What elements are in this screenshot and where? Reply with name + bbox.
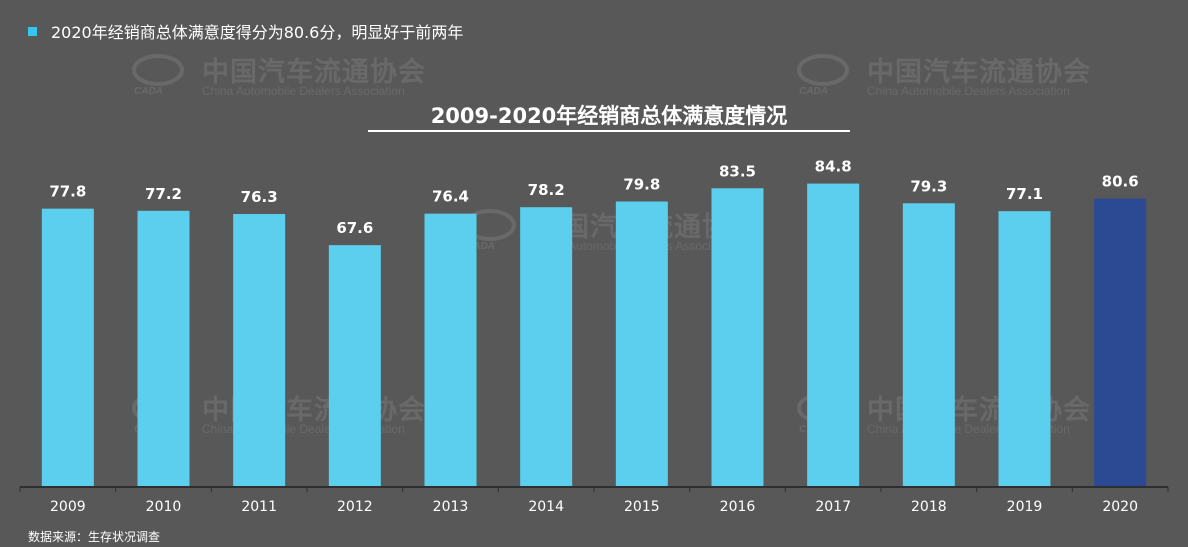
title-underline (368, 130, 850, 132)
cada-logo-icon: CADA (132, 54, 184, 96)
data-label: 78.2 (528, 181, 565, 199)
data-label: 77.2 (145, 185, 182, 203)
x-tick-label: 2019 (1007, 499, 1043, 515)
svg-text:CADA: CADA (134, 86, 163, 96)
bar (998, 211, 1051, 488)
data-label: 76.4 (432, 188, 469, 206)
x-tick-label: 2015 (624, 499, 660, 515)
bar (711, 188, 764, 487)
x-tick-label: 2010 (146, 499, 182, 515)
data-label: 80.6 (1102, 173, 1139, 191)
bullet-icon (28, 26, 37, 36)
bar (424, 213, 477, 487)
chart-title: 2009-2020年经销商总体满意度情况 (430, 104, 788, 128)
data-label: 76.3 (241, 188, 278, 206)
data-label: 84.8 (815, 158, 852, 176)
data-label: 83.5 (719, 162, 756, 180)
bar (41, 208, 94, 487)
x-tick-label: 2011 (241, 499, 277, 515)
watermark: CADA 中国汽车流通协会 China Automobile Dealers A… (795, 50, 1095, 100)
x-tick-label: 2014 (528, 499, 564, 515)
data-label: 79.3 (910, 177, 947, 195)
bar (807, 183, 860, 488)
x-tick-label: 2013 (433, 499, 469, 515)
subtitle-text: 2020年经销商总体满意度得分为80.6分，明显好于前两年 (51, 23, 464, 42)
data-label: 67.6 (336, 219, 373, 237)
bar (902, 203, 955, 487)
svg-text:CADA: CADA (799, 86, 828, 96)
bar (1094, 198, 1147, 487)
x-tick-label: 2016 (720, 499, 756, 515)
subtitle-row: 2020年经销商总体满意度得分为80.6分，明显好于前两年 (28, 19, 463, 43)
x-tick-label: 2020 (1102, 499, 1138, 515)
cada-logo-icon: CADA (797, 54, 849, 96)
x-tick-label: 2009 (50, 499, 86, 515)
bar (328, 245, 381, 487)
x-tick-label: 2012 (337, 499, 373, 515)
data-source: 数据来源：生存状况调查 (28, 530, 161, 544)
x-tick-label: 2017 (815, 499, 851, 515)
bar (233, 214, 286, 487)
x-tick-label: 2018 (911, 499, 947, 515)
svg-text:CADA: CADA (466, 241, 495, 251)
data-label: 79.8 (623, 175, 660, 193)
watermark: CADA 中国汽车流通协会 China Automobile Dealers A… (130, 50, 430, 100)
data-label: 77.8 (49, 183, 86, 201)
bar (520, 207, 573, 487)
data-label: 77.1 (1006, 185, 1043, 203)
bar (137, 210, 190, 487)
bar (615, 201, 668, 487)
